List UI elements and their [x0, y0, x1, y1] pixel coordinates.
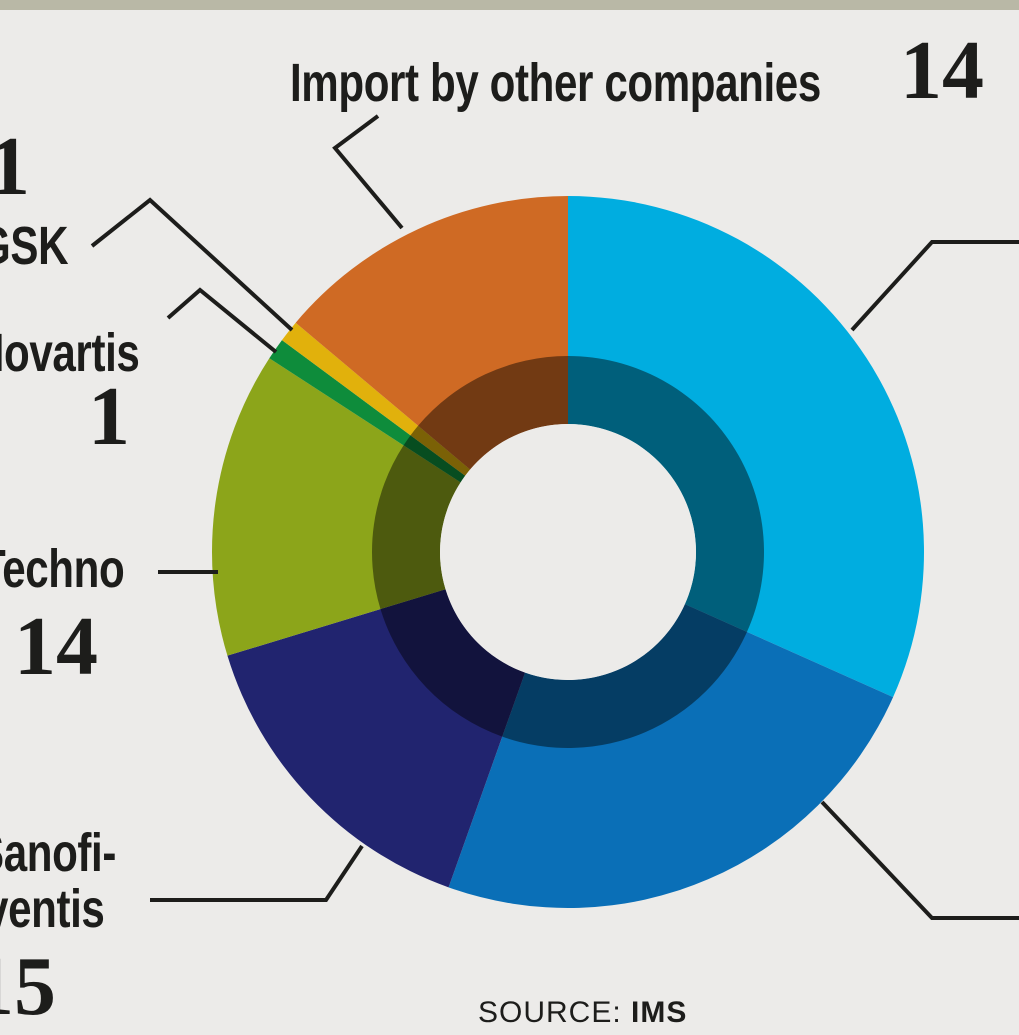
leader-right-bottom: [820, 800, 1019, 920]
leader-sanofi: [150, 844, 364, 902]
leader-lines: [90, 114, 1019, 920]
pie-slice-2: [227, 589, 526, 888]
label-novartis-name: Novartis: [0, 323, 140, 383]
pie-slice-5: [281, 322, 471, 476]
leader-import: [332, 114, 404, 230]
pie-slice-3: [212, 358, 461, 656]
label-import-value: 14: [900, 24, 984, 117]
leader-novartis: [166, 287, 278, 354]
donut-hole: [440, 424, 696, 680]
inner-ring-segment-2: [380, 589, 526, 737]
source-name: IMS: [631, 996, 688, 1029]
label-sanofi-value: 15: [0, 940, 56, 1033]
label-sanofi-name-2: aventis: [0, 879, 105, 939]
inner-ring-segment-6: [418, 356, 568, 470]
label-sanofi-name-1: Sanofi-: [0, 823, 117, 883]
inner-ring-segment-4: [403, 435, 466, 483]
source-note: SOURCE: IMS: [478, 996, 687, 1030]
source-prefix: SOURCE:: [478, 996, 622, 1029]
inner-ring-segment-3: [372, 445, 461, 610]
inner-ring-segment-1: [502, 604, 747, 748]
leader-right-top: [850, 240, 1019, 332]
label-novartis-value: 1: [88, 370, 130, 463]
label-techno-value: 14: [14, 600, 98, 693]
pie-slice-1: [448, 604, 894, 908]
inner-ring-segment-5: [410, 425, 471, 476]
label-import-name: Import by other companies: [290, 53, 821, 113]
label-techno-name: Techno: [0, 539, 125, 599]
top-border: [0, 0, 1019, 10]
pie-slice-4: [269, 340, 466, 483]
inner-ring-segment-0: [568, 356, 764, 632]
leader-gsk: [90, 197, 294, 332]
label-gsk-name: GSK: [0, 216, 69, 276]
pie-slice-0: [568, 196, 925, 698]
pie-slice-6: [295, 196, 568, 470]
donut-inner-ring: [372, 356, 764, 748]
donut-slices: [212, 196, 925, 908]
label-gsk-value: 1: [0, 120, 30, 213]
